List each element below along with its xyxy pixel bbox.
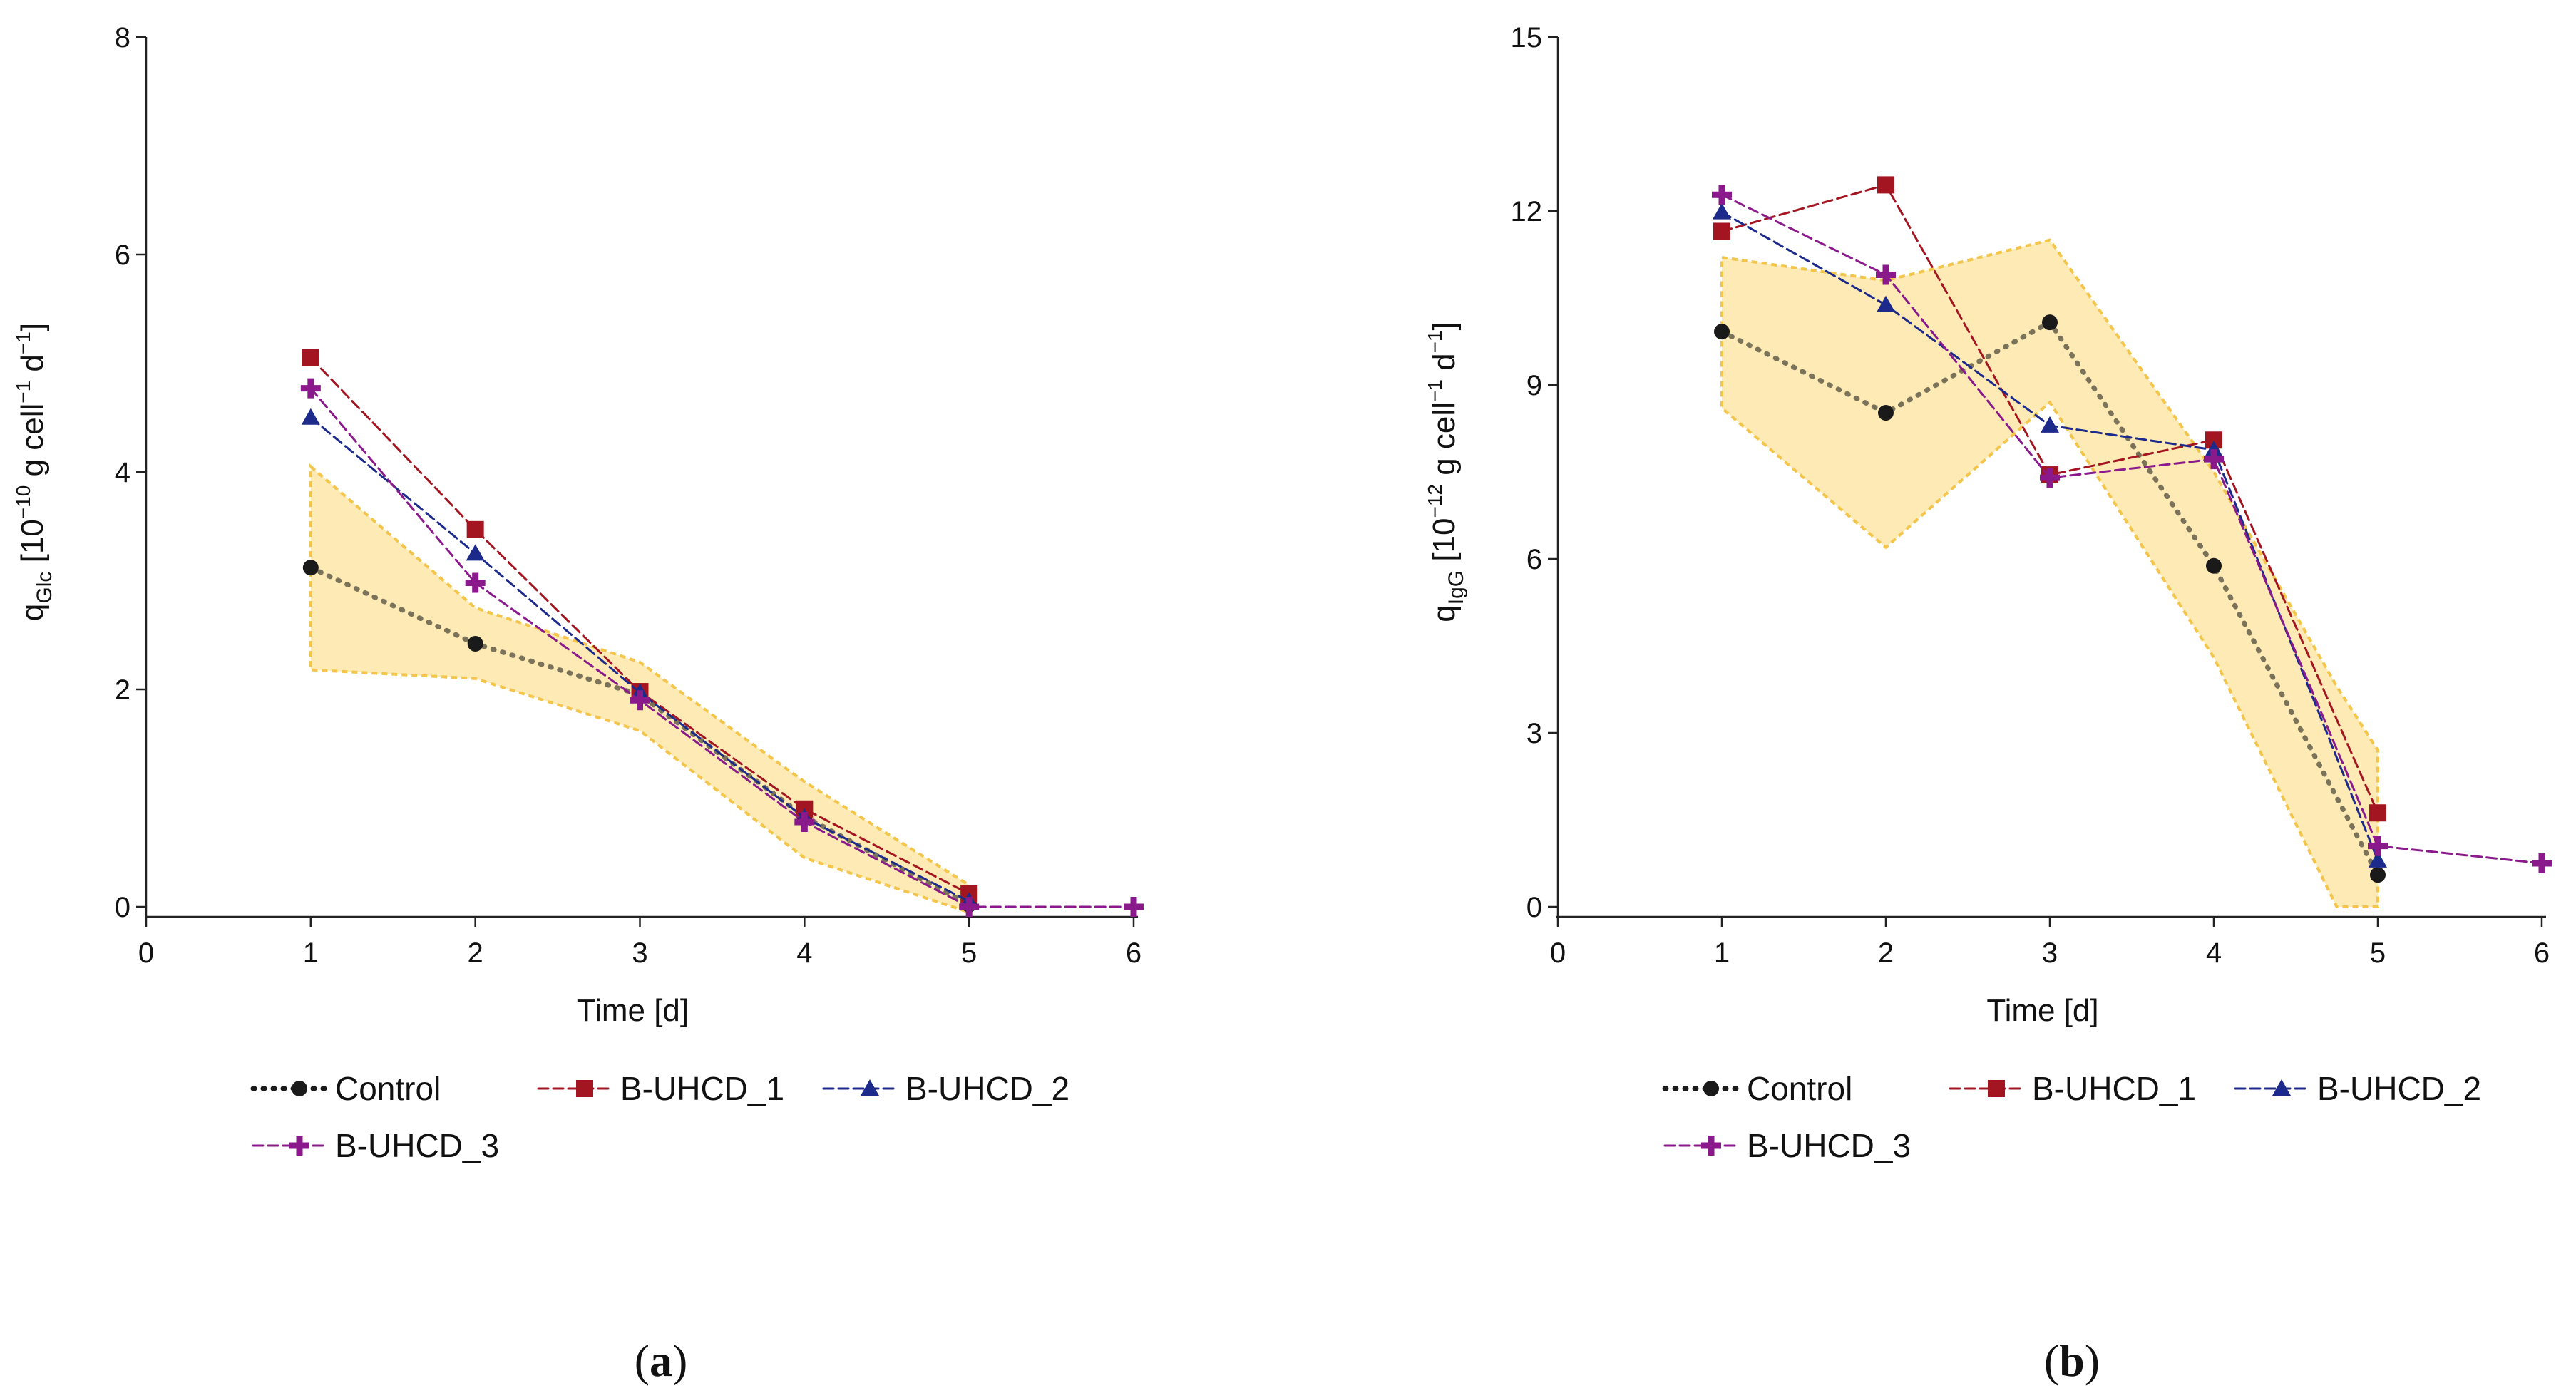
data-point (2205, 441, 2223, 458)
x-tick-label: 5 (961, 937, 977, 969)
data-point (302, 349, 319, 366)
caption-a: (a) (635, 1335, 688, 1386)
y-tick-label: 3 (1526, 718, 1542, 749)
data-point (2040, 468, 2060, 488)
data-point (1713, 202, 1731, 220)
data-point (2042, 314, 2058, 331)
y-tick-label: 0 (115, 892, 130, 923)
series-control (1714, 314, 2386, 883)
x-tick-label: 2 (1878, 937, 1894, 969)
series-line (1720, 193, 2543, 865)
series-b-uhcd-2 (1713, 202, 2387, 868)
legend-label: B-UHCD_2 (905, 1070, 1069, 1107)
legend-label: Control (335, 1070, 441, 1107)
legend-item-b-uhcd-3: B-UHCD_3 (1663, 1127, 1911, 1164)
y-tick-label: 8 (115, 22, 130, 53)
data-point (300, 378, 321, 399)
legend-marker (1703, 1081, 1719, 1096)
x-tick-label: 5 (2370, 937, 2386, 969)
y-axis-label: qIgG [10−12 g cell−1 d−1] (1424, 322, 1468, 622)
data-point (302, 560, 319, 576)
y-tick-label: 6 (115, 240, 130, 271)
x-tick-label: 4 (796, 937, 812, 969)
data-point (1877, 176, 1894, 194)
x-tick-label: 0 (138, 937, 154, 969)
legend-item-b-uhcd-1: B-UHCD_1 (537, 1070, 784, 1107)
y-tick-label: 2 (115, 674, 130, 706)
legend-item-b-uhcd-2: B-UHCD_2 (822, 1070, 1069, 1107)
legend-item-b-uhcd-3: B-UHCD_3 (252, 1127, 499, 1164)
control-range-band (1720, 238, 2379, 908)
y-tick-label: 6 (1526, 544, 1542, 575)
data-point (466, 520, 484, 538)
data-point (2041, 416, 2059, 433)
series-line (309, 387, 1135, 908)
x-tick-label: 6 (2534, 937, 2550, 969)
x-tick-label: 0 (1550, 937, 1566, 969)
legend: Control B-UHCD_1 B-UHCD_2 B-UHCD_3 (250, 1070, 1069, 1164)
data-point (466, 544, 485, 561)
legend-marker (1988, 1080, 2005, 1097)
y-tick-label: 9 (1526, 370, 1542, 401)
x-tick-label: 1 (1714, 937, 1730, 969)
series-b-uhcd-3 (1712, 185, 2552, 873)
y-tick-label: 4 (115, 457, 130, 488)
data-point (2370, 867, 2386, 883)
y-tick-label: 0 (1526, 892, 1542, 923)
legend-marker (289, 1136, 309, 1156)
panel-a: 0 2 4 6 8 0 1 2 3 4 5 6 Time [d] qGlc [10−10 g cell−1… (12, 22, 1144, 1164)
caption-b: (b) (2044, 1335, 2100, 1386)
legend-item-b-uhcd-2: B-UHCD_2 (2234, 1070, 2481, 1107)
legend-label: Control (1747, 1070, 1852, 1107)
legend-label: B-UHCD_2 (2317, 1070, 2481, 1107)
series-b-uhcd-3 (300, 378, 1144, 917)
data-point (1876, 264, 1896, 285)
legend-marker (1701, 1136, 1721, 1156)
data-point (1712, 185, 1732, 205)
data-point (2206, 557, 2222, 574)
data-point (467, 635, 483, 652)
y-axis-label: qGlc [10−10 g cell−1 d−1] (12, 323, 56, 621)
legend-label: B-UHCD_1 (2032, 1070, 2196, 1107)
legend-label: B-UHCD_1 (620, 1070, 784, 1107)
data-point (1877, 295, 1895, 312)
legend-marker (861, 1079, 879, 1096)
data-point (959, 897, 980, 917)
y-tick-label: 12 (1511, 196, 1543, 227)
legend: Control B-UHCD_1 B-UHCD_2 B-UHCD_3 (1662, 1070, 2481, 1164)
data-point (1714, 324, 1730, 340)
x-tick-label: 3 (632, 937, 647, 969)
data-point (794, 812, 815, 833)
data-point (2369, 804, 2386, 822)
data-point (2368, 836, 2388, 856)
x-tick-label: 3 (2042, 937, 2058, 969)
legend-label: B-UHCD_3 (1747, 1127, 1911, 1164)
data-point (465, 572, 486, 593)
legend-label: B-UHCD_3 (335, 1127, 499, 1164)
x-axis-label: Time [d] (577, 993, 689, 1028)
data-point (301, 408, 320, 425)
legend-item-control: Control (250, 1070, 441, 1107)
x-tick-label: 1 (303, 937, 319, 969)
data-point (2204, 449, 2224, 470)
legend-marker (292, 1081, 307, 1096)
legend-item-b-uhcd-1: B-UHCD_1 (1949, 1070, 2196, 1107)
x-tick-label: 4 (2206, 937, 2222, 969)
data-point (1713, 222, 1730, 240)
data-point (1878, 405, 1894, 421)
legend-marker (2272, 1079, 2291, 1096)
data-point (1124, 897, 1144, 917)
y-tick-label: 15 (1511, 22, 1543, 53)
x-tick-label: 6 (1126, 937, 1141, 969)
legend-marker (576, 1080, 593, 1097)
legend-item-control: Control (1662, 1070, 1852, 1107)
data-point (2369, 850, 2387, 868)
x-tick-label: 2 (468, 937, 483, 969)
data-point (630, 690, 650, 711)
data-point (2532, 853, 2552, 873)
x-axis-label: Time [d] (1986, 993, 2098, 1028)
